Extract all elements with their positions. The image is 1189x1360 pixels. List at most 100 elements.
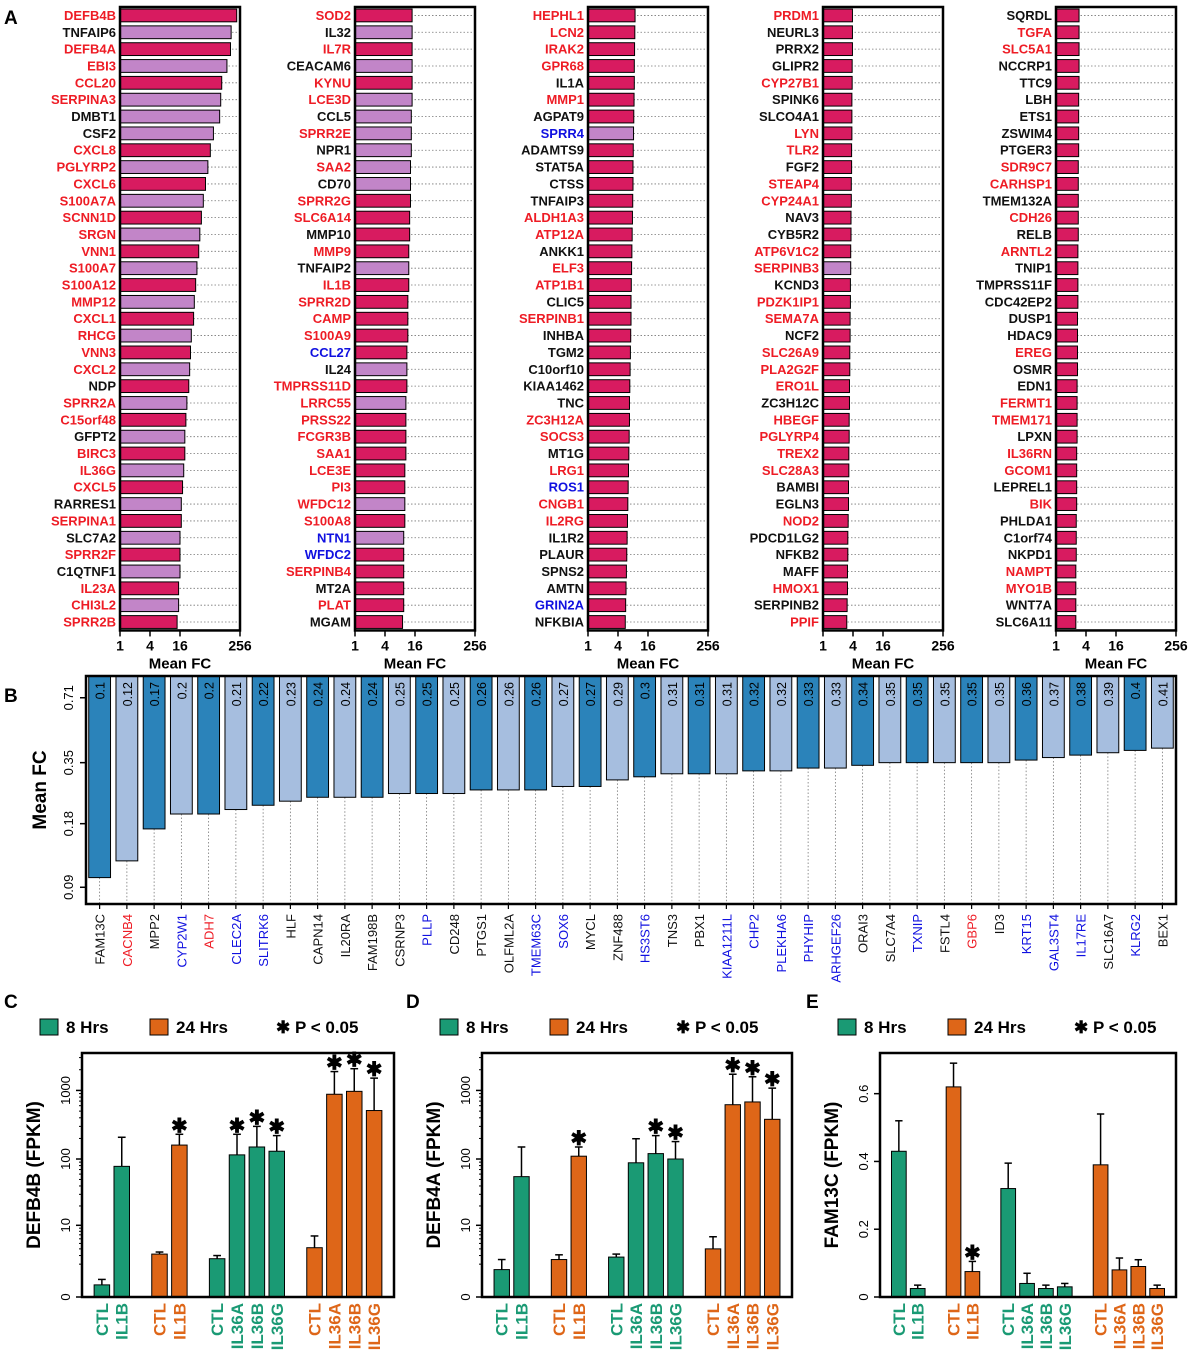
bar (1055, 92, 1080, 107)
legend-swatch-8hrs (439, 1018, 459, 1036)
gene-label: IL36G (80, 463, 116, 478)
bar (326, 1093, 343, 1298)
bar (822, 227, 852, 242)
bar (354, 42, 413, 57)
bar (119, 261, 198, 276)
y-tick-label: 0.2 (856, 1220, 871, 1238)
bar (306, 1247, 323, 1298)
bar (1055, 177, 1079, 191)
bar (822, 8, 853, 23)
significance-star: ✱ (171, 1115, 188, 1137)
gene-label: TNIP1 (1015, 261, 1052, 276)
y-axis-label: Mean FC (30, 750, 51, 829)
x-axis-label: Mean FC (617, 655, 680, 672)
gene-label: CSF2 (83, 126, 116, 141)
y-tick-label: 0.4 (856, 1152, 871, 1170)
bar (587, 345, 631, 360)
bar (119, 345, 192, 360)
gene-label: MMP9 (313, 244, 351, 259)
gene-label: CD70 (318, 176, 351, 191)
gene-label: S100A9 (304, 328, 351, 343)
bar (119, 547, 181, 562)
gene-label: PRSS22 (301, 412, 351, 427)
gene-label: DEFB4A (64, 42, 117, 57)
bar (365, 1110, 383, 1298)
bar (119, 42, 231, 57)
gene-label: GCOM1 (1004, 463, 1052, 478)
bar (354, 311, 409, 326)
bar (1055, 160, 1079, 174)
gene-label: TNFAIP6 (63, 25, 116, 40)
x-tick-label: 4 (614, 637, 622, 653)
gene-label: ROS1 (549, 480, 584, 495)
gene-label: TMEM132A (983, 193, 1053, 208)
bar (744, 1101, 761, 1298)
bar (587, 160, 634, 174)
gene-label: VNN3 (81, 345, 116, 360)
gene-label: CYP27B1 (761, 75, 819, 90)
gene-label: ARNTL2 (1001, 244, 1052, 259)
bar (822, 362, 851, 377)
bar (587, 429, 630, 444)
plot-frame (480, 1051, 794, 1299)
gene-label: C15orf48 (60, 412, 116, 427)
x-tick-label: CTL (151, 1303, 170, 1336)
value-label: 0.26 (530, 682, 544, 706)
bar (822, 143, 853, 158)
value-label: 0.38 (1075, 682, 1089, 706)
bar (587, 463, 630, 478)
x-tick-label: IL36B (647, 1303, 666, 1349)
gene-label: ATP6V1C2 (754, 244, 819, 259)
gene-label: WFDC2 (305, 547, 351, 562)
bar (1055, 412, 1078, 427)
x-tick-label: IL1B (512, 1303, 531, 1340)
x-tick-label: 16 (407, 637, 423, 653)
bar (822, 193, 852, 208)
gene-label: PLAUR (539, 547, 584, 562)
gene-label: IL2RG (546, 513, 584, 528)
bar (822, 514, 849, 528)
bar (1055, 429, 1078, 444)
bar (151, 1253, 168, 1298)
gene-label: BAMBI (776, 480, 819, 495)
panel-label-B: B (4, 686, 18, 707)
value-label: 0.33 (829, 682, 843, 706)
x-tick-label: CTL (890, 1303, 909, 1336)
gene-label: GBP6 (965, 914, 980, 949)
gene-label: CARHSP1 (990, 176, 1052, 191)
bar (119, 160, 209, 174)
x-tick-label: CTL (208, 1303, 227, 1336)
value-label: 0.35 (911, 682, 925, 706)
gene-label: LBH (1025, 92, 1052, 107)
gene-label: SLCO4A1 (759, 109, 819, 124)
gene-label: MGAM (310, 615, 351, 630)
value-label: 0.39 (1102, 682, 1116, 706)
significance-star: ✱ (764, 1069, 781, 1091)
legend-swatch-24hrs (947, 1018, 967, 1036)
gene-label: PPIF (790, 615, 819, 630)
panel-label-A: A (4, 8, 18, 29)
value-label: 0.27 (584, 682, 598, 706)
bar (119, 514, 182, 528)
bar (1055, 59, 1080, 73)
bar (119, 227, 201, 242)
gene-label: INHBA (543, 328, 585, 343)
x-tick-label: IL36B (1037, 1303, 1056, 1349)
x-tick-label: CTL (550, 1303, 569, 1336)
gene-label: BEX1 (1155, 914, 1170, 947)
gene-label: FGF2 (786, 160, 819, 175)
bar (119, 143, 211, 158)
bar (587, 143, 634, 158)
gene-label: ATP1B1 (535, 278, 584, 293)
y-tick-label: 0.09 (61, 875, 76, 900)
gene-label: EREG (1015, 345, 1052, 360)
gene-label: NTN1 (317, 530, 351, 545)
y-tick-label: 0 (58, 1293, 73, 1300)
gene-label: KIAA1211L (719, 914, 734, 979)
bar (354, 193, 412, 208)
bar (354, 75, 413, 90)
